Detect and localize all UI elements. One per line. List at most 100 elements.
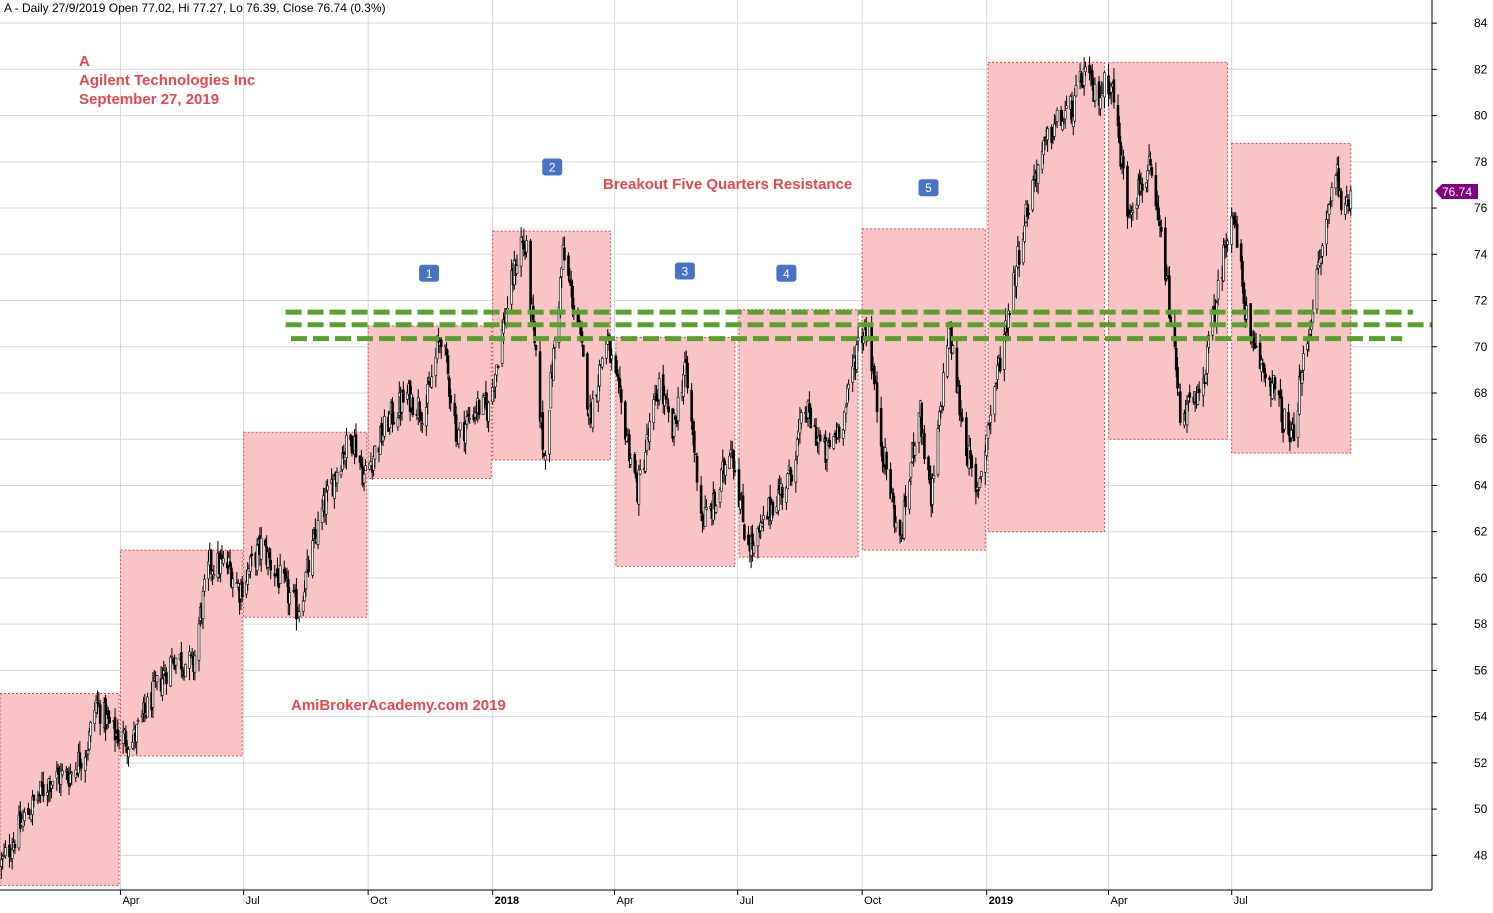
badge-box (918, 179, 939, 197)
price-body (529, 240, 532, 312)
price-body (693, 430, 696, 453)
price-body (445, 348, 448, 355)
price-body (487, 402, 490, 422)
price-body (388, 413, 392, 429)
price-body (993, 386, 997, 415)
price-body (1008, 313, 1012, 315)
price-body (1174, 347, 1178, 371)
price-body (894, 522, 898, 529)
price-body (955, 347, 959, 393)
price-body (989, 414, 993, 423)
price-body (222, 558, 225, 564)
price-body (920, 402, 924, 437)
price-body (519, 237, 523, 267)
price-body (32, 794, 36, 801)
price-body (36, 798, 40, 801)
price-body (1273, 377, 1277, 390)
price-body (927, 456, 930, 471)
price-body (1270, 382, 1274, 399)
price-body (1099, 97, 1102, 110)
price-body (1185, 404, 1189, 426)
price-body (314, 529, 317, 540)
price-body (316, 520, 320, 545)
price-body (909, 462, 913, 478)
price-body (212, 574, 216, 577)
price-body (760, 523, 764, 527)
price-body (898, 519, 902, 536)
price-body (180, 652, 183, 670)
price-body (998, 357, 1002, 372)
price-body (500, 329, 504, 364)
price-body (458, 422, 462, 431)
price-body (1315, 268, 1319, 310)
price-body (66, 770, 69, 780)
price-body (900, 537, 903, 539)
price-body (1130, 211, 1133, 216)
price-body (951, 345, 955, 354)
price-body (713, 491, 716, 510)
price-body (368, 462, 371, 470)
price-body (1268, 377, 1271, 381)
price-body (559, 277, 562, 312)
price-body (942, 372, 945, 407)
price-body (391, 401, 394, 425)
price-body (552, 348, 555, 381)
price-body (946, 345, 949, 377)
price-body (598, 364, 601, 387)
resistance-layer (285, 309, 1432, 342)
y-tick-label: 70 (1474, 340, 1488, 354)
price-body (362, 473, 366, 484)
price-body (29, 814, 33, 820)
price-body (665, 401, 669, 404)
price-body (1065, 105, 1068, 109)
price-body (741, 495, 745, 523)
price-body (970, 455, 974, 468)
price-body (739, 499, 742, 510)
price-body (1053, 123, 1056, 137)
price-body (645, 434, 649, 451)
y-tick-label: 52 (1474, 756, 1488, 770)
y-tick-label: 76 (1474, 201, 1488, 215)
price-body (699, 485, 703, 514)
price-body (1327, 204, 1331, 215)
price-body (1321, 245, 1324, 257)
price-body (781, 486, 784, 499)
price-body (1224, 245, 1228, 247)
price-body (571, 285, 574, 309)
y-tick-label: 64 (1474, 478, 1488, 492)
price-body (165, 672, 168, 685)
price-body (1017, 250, 1021, 265)
price-body (1118, 122, 1121, 143)
price-body (720, 468, 723, 492)
price-body (629, 458, 633, 465)
price-body (674, 415, 677, 421)
badge-layer: 1 2 3 4 5 (419, 158, 939, 282)
price-body (496, 365, 500, 369)
price-body (965, 417, 968, 456)
price-body (1319, 257, 1323, 264)
price-body (373, 445, 377, 460)
price-body (1173, 325, 1177, 347)
price-body (411, 397, 415, 415)
price-body (804, 412, 807, 415)
price-body (430, 376, 434, 388)
price-body (1239, 243, 1243, 262)
price-body (690, 389, 693, 422)
price-body (324, 491, 328, 515)
price-body (1176, 367, 1179, 389)
price-body (936, 428, 940, 475)
price-body (27, 807, 30, 815)
price-body (8, 844, 11, 858)
price-body (591, 398, 595, 429)
price-body (1206, 345, 1209, 374)
price-body (1131, 210, 1135, 213)
price-body (703, 507, 707, 527)
price-body (939, 405, 942, 412)
price-body (628, 434, 631, 462)
price-body (13, 843, 17, 848)
price-body (913, 445, 917, 456)
price-body (231, 578, 235, 588)
price-body (46, 792, 49, 796)
price-body (127, 749, 130, 758)
